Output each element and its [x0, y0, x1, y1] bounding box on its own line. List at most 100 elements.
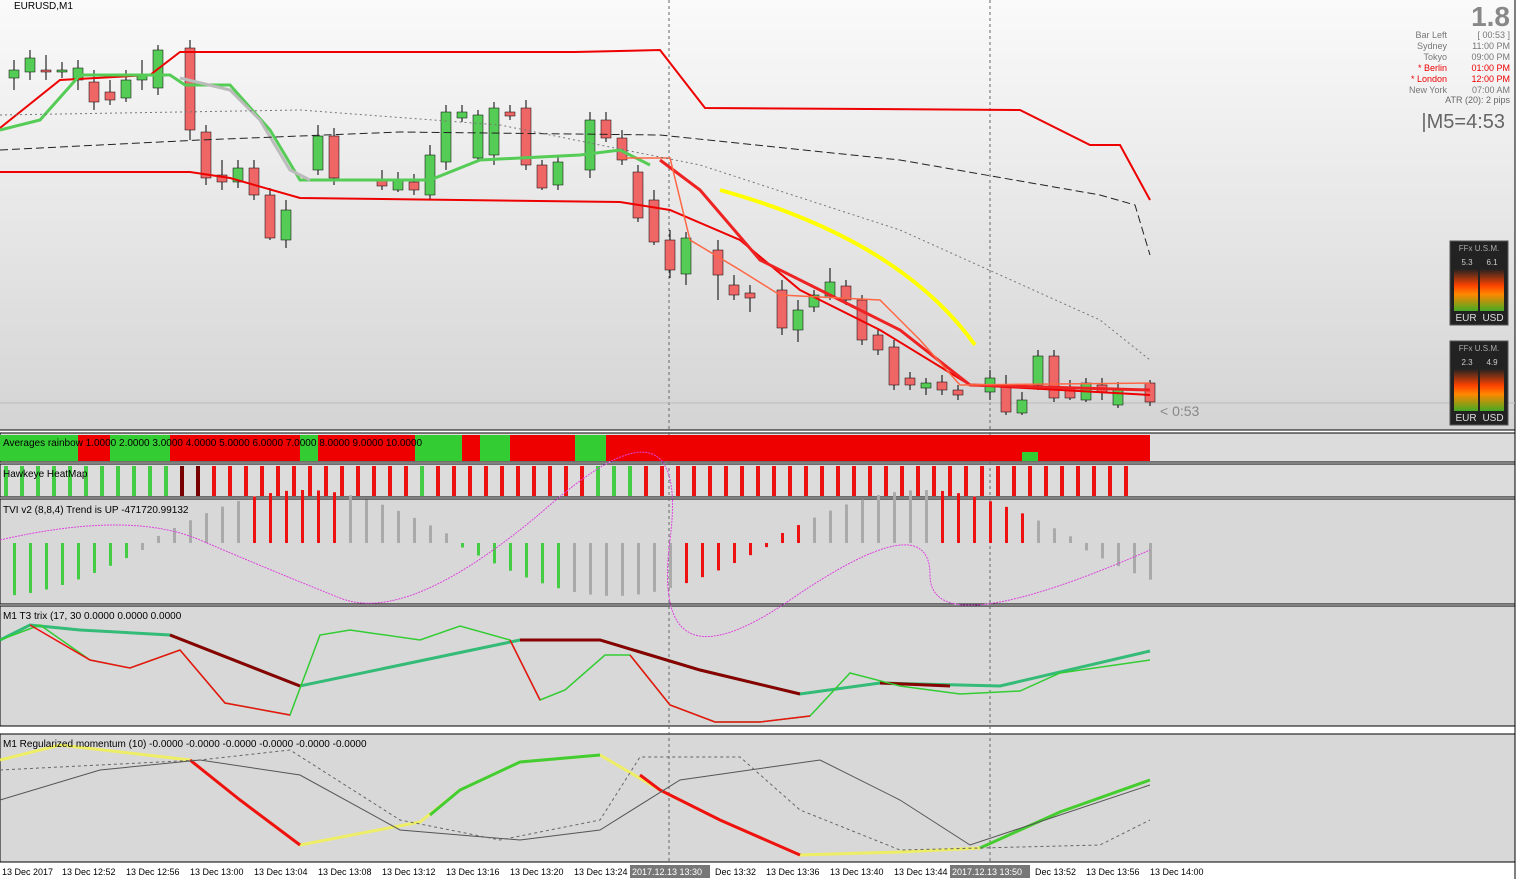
time-axis: 13 Dec 2017 13 Dec 12:52 13 Dec 12:56 13 De…: [2, 865, 1204, 878]
momentum-down: [189, 758, 801, 857]
indicator-label: Hawkeye HeatMap: [3, 469, 88, 480]
spread: 1.8: [1471, 1, 1510, 32]
heat-bar: [916, 466, 920, 496]
tvi-bar: [413, 517, 416, 543]
heat-bar: [52, 466, 56, 496]
candle-body: [936, 381, 948, 391]
candle-body: [88, 81, 100, 103]
heat-bar: [4, 466, 8, 496]
time-label: 2017.12.13 13:30: [632, 867, 702, 877]
tvi-bar: [141, 543, 144, 551]
info-value: 01:00 PM: [1471, 63, 1510, 73]
heat-bar: [500, 466, 504, 496]
indicator-label: TVI v2 (8,8,4) Trend is UP -471720.99132: [3, 505, 189, 516]
heat-bar: [596, 466, 600, 496]
rainbow-segment: [1022, 452, 1038, 461]
indicator-label: Averages rainbow 1.0000 2.0000 3.0000 4.…: [3, 438, 423, 449]
heat-bar: [84, 466, 88, 496]
candle-body: [248, 167, 260, 196]
widget-currency: USD: [1482, 313, 1503, 324]
heat-bar: [116, 466, 120, 496]
heat-bar: [276, 466, 280, 496]
candle-body: [520, 107, 532, 166]
candle-body: [632, 171, 644, 219]
tvi-bar: [61, 543, 64, 585]
candle-body: [904, 377, 916, 386]
tvi-bar: [621, 543, 624, 596]
heat-bar: [740, 466, 744, 496]
tvi-bar: [669, 543, 672, 589]
time-label: 13 Dec 13:40: [830, 867, 884, 877]
tvi-bar: [1005, 506, 1008, 543]
candle-body: [120, 79, 132, 99]
heat-bar: [244, 466, 248, 496]
info-value: 12:00 PM: [1471, 74, 1510, 84]
heat-bar: [612, 466, 616, 496]
candle-body: [504, 111, 516, 117]
candle-body: [488, 107, 500, 156]
heat-bar: [100, 466, 104, 496]
trix-signal-down: [29, 624, 811, 723]
widget-bar: [1480, 269, 1504, 311]
heat-bar: [660, 466, 664, 496]
candles: [8, 40, 1156, 415]
m5-clock: |M5=4:53: [1421, 111, 1505, 133]
tvi-bar: [333, 492, 336, 543]
candle-body: [920, 382, 932, 389]
heat-bar: [20, 466, 24, 496]
tvi-bar: [541, 543, 544, 584]
candle-body: [1144, 382, 1156, 403]
info-label: Tokyo: [1423, 52, 1447, 62]
rainbow-segment: [78, 435, 110, 461]
tvi-bar: [557, 543, 560, 589]
heat-bar: [388, 466, 392, 496]
info-label: * London: [1411, 74, 1447, 84]
heat-bar: [452, 466, 456, 496]
candle-body: [776, 289, 788, 329]
tvi-bar: [973, 496, 976, 543]
tvi-bar: [525, 543, 528, 578]
candle-body: [808, 294, 820, 308]
heat-bar: [308, 466, 312, 496]
main-pane: [0, 0, 1515, 430]
tvi-bar: [765, 543, 768, 548]
tvi-bar: [829, 510, 832, 543]
info-panel: Bar Left [ 00:53 ] Sydney 11:00 PM Tokyo 09:0…: [1409, 30, 1510, 95]
rainbow-segment: [110, 435, 170, 461]
arrow: [719, 188, 977, 347]
info-label: Bar Left: [1415, 30, 1447, 40]
time-label: 13 Dec 14:00: [1150, 867, 1204, 877]
heat-bar: [516, 466, 520, 496]
candle-body: [24, 57, 36, 73]
widget-value: 5.3: [1461, 258, 1473, 267]
heat-bar: [148, 466, 152, 496]
heat-bar: [708, 466, 712, 496]
heat-bar: [900, 466, 904, 496]
heat-bar: [692, 466, 696, 496]
info-label: * Berlin: [1418, 63, 1447, 73]
candle-body: [280, 209, 292, 241]
tvi-bar: [269, 493, 272, 543]
heat-bar: [628, 466, 632, 496]
candle-body: [264, 194, 276, 239]
tvi-bar: [1037, 520, 1040, 543]
heat-bar: [548, 466, 552, 496]
heat-bar: [932, 466, 936, 496]
atr: ATR (20): 2 pips: [1445, 95, 1510, 105]
candle-body: [952, 389, 964, 396]
tvi-bar: [173, 527, 176, 543]
heat-bar: [468, 466, 472, 496]
candle-body: [1048, 355, 1060, 399]
widget-currency: USD: [1482, 413, 1503, 424]
heat-bar: [868, 466, 872, 496]
tvi-bar: [221, 506, 224, 543]
chart-title: EURUSD,M1: [14, 1, 73, 12]
tvi-bar: [749, 543, 752, 556]
tvi-bar: [733, 543, 736, 564]
tvi-bar: [157, 535, 160, 543]
heat-bar: [1044, 466, 1048, 496]
heat-bar: [756, 466, 760, 496]
candle-body: [456, 111, 468, 119]
tvi-bar: [1117, 543, 1120, 567]
